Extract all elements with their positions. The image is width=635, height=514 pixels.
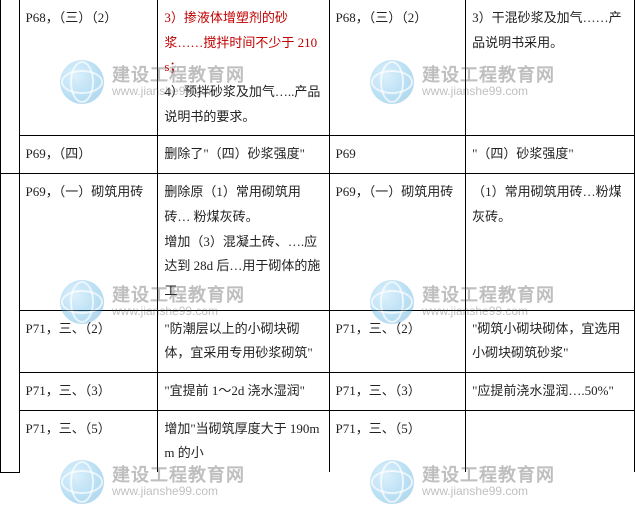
- table-row: P69，（一）砌筑用砖 删除原（1）常用砌筑用砖… 粉煤灰砖。 增加（3）混凝土…: [1, 174, 635, 310]
- cell-ref-left: P68，（三）（2）: [19, 0, 158, 136]
- cell-ref-right: P69，（一）砌筑用砖: [329, 174, 466, 310]
- cell-ref-right: P69: [329, 136, 466, 174]
- row-stub: [1, 174, 20, 472]
- cell-ref-left: P71，三、（3）: [19, 372, 158, 410]
- table-row: P71，三、（2） "防潮层以上的小砌块砌体，宜采用专用砂浆砌筑" P71，三、…: [1, 310, 635, 372]
- cell-change: "防潮层以上的小砌块砌体，宜采用专用砂浆砌筑": [158, 310, 329, 372]
- cell-original: 3）干混砂浆及加气……产品说明书采用。: [466, 0, 635, 136]
- cell-original: [466, 410, 635, 472]
- watermark-en: www.jianshe99.com: [112, 485, 245, 499]
- cell-ref-left: P69，（一）砌筑用砖: [19, 174, 158, 310]
- cell-ref-left: P71，三、（5）: [19, 410, 158, 472]
- row-stub: [1, 0, 20, 174]
- comparison-table: P68，（三）（2） 3）掺液体增塑剂的砂浆……搅拌时间不少于 210s； 4）…: [0, 0, 635, 473]
- table-row: P71，三、（5） 增加"当砌筑厚度大于 190mm 的小 P71，三、（5）: [1, 410, 635, 472]
- cell-ref-right: P68，（三）（2）: [329, 0, 466, 136]
- cell-original: "（四）砂浆强度": [466, 136, 635, 174]
- watermark-en: www.jianshe99.com: [422, 485, 555, 499]
- table-row: P69，（四） 删除了"（四）砂浆强度" P69 "（四）砂浆强度": [1, 136, 635, 174]
- cell-ref-right: P71，三、（5）: [329, 410, 466, 472]
- cell-ref-left: P69，（四）: [19, 136, 158, 174]
- cell-change: 删除了"（四）砂浆强度": [158, 136, 329, 174]
- cell-change-red: 3）掺液体增塑剂的砂浆……搅拌时间不少于 210s；: [164, 10, 317, 74]
- cell-original: "应提前浇水湿润….50%": [466, 372, 635, 410]
- table-row: P68，（三）（2） 3）掺液体增塑剂的砂浆……搅拌时间不少于 210s； 4）…: [1, 0, 635, 136]
- cell-change: 增加"当砌筑厚度大于 190mm 的小: [158, 410, 329, 472]
- cell-ref-right: P71，三、（2）: [329, 310, 466, 372]
- table-row: P71，三、（3） "宜提前 1～2d 浇水湿润" P71，三、（3） "应提前…: [1, 372, 635, 410]
- cell-original: "砌筑小砌块砌体，宜选用小砌块砌筑砂浆": [466, 310, 635, 372]
- cell-change: "宜提前 1～2d 浇水湿润": [158, 372, 329, 410]
- cell-ref-left: P71，三、（2）: [19, 310, 158, 372]
- cell-change-plain: 4）预拌砂浆及加气…..产品说明书的要求。: [164, 84, 320, 124]
- cell-change: 3）掺液体增塑剂的砂浆……搅拌时间不少于 210s； 4）预拌砂浆及加气…..产…: [158, 0, 329, 136]
- cell-original: （1）常用砌筑用砖…粉煤灰砖。: [466, 174, 635, 310]
- page-root: { "watermark": { "cn": "建设工程教育网", "en": …: [0, 0, 635, 514]
- cell-change: 删除原（1）常用砌筑用砖… 粉煤灰砖。 增加（3）混凝土砖、….应达到 28d …: [158, 174, 329, 310]
- cell-ref-right: P71，三、（3）: [329, 372, 466, 410]
